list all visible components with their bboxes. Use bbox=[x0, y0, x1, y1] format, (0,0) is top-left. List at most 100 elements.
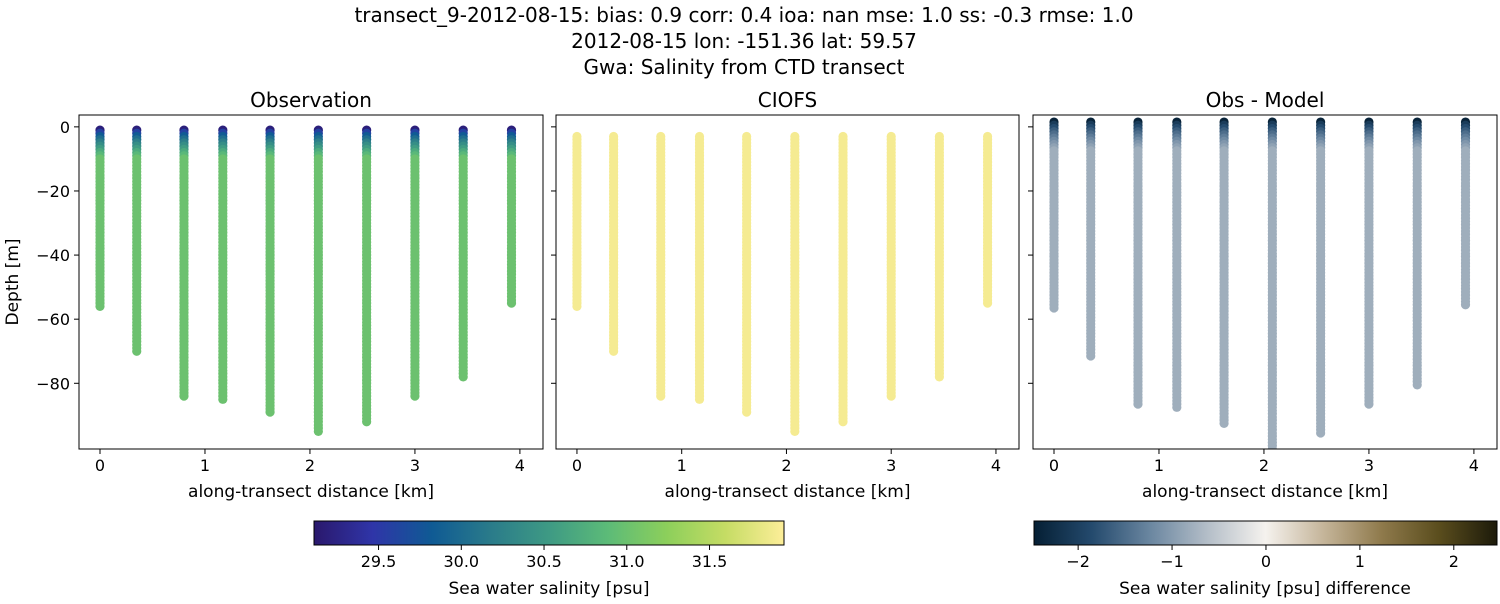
data-point bbox=[313, 426, 323, 436]
x-axis-label: along-transect distance [km] bbox=[1142, 482, 1388, 502]
data-point bbox=[609, 346, 619, 356]
data-point bbox=[132, 346, 142, 356]
colorbar-tick-label: 2 bbox=[1449, 552, 1459, 571]
station-profile bbox=[313, 125, 323, 436]
station-profile bbox=[1267, 117, 1277, 449]
colorbar-tick-label: 1 bbox=[1355, 552, 1365, 571]
station-profile bbox=[886, 131, 896, 401]
station-profile bbox=[1364, 117, 1374, 409]
panel-3: Obs - Model along-transect distance [km] 0… bbox=[1028, 88, 1498, 502]
axes-frame bbox=[555, 114, 1020, 450]
panel-2: CIOFS along-transect distance [km] 0 1 2 3 4 bbox=[551, 88, 1020, 502]
data-points bbox=[1049, 117, 1471, 449]
x-tick-label: 1 bbox=[677, 456, 687, 475]
y-axis-label: Depth [m] bbox=[3, 238, 23, 325]
data-point bbox=[1364, 399, 1374, 409]
y-tick-label: −60 bbox=[36, 310, 70, 329]
data-point bbox=[1316, 428, 1326, 438]
title-line-3: Gwa: Salinity from CTD transect bbox=[584, 55, 905, 79]
x-tick-label: 4 bbox=[1469, 456, 1479, 475]
data-point bbox=[506, 298, 517, 308]
data-point bbox=[95, 301, 105, 311]
data-point bbox=[572, 301, 582, 311]
colorbar-tick-label: 30.0 bbox=[443, 552, 479, 571]
data-point bbox=[838, 417, 848, 427]
panel-1: Observation along-transect distance [km] 0… bbox=[36, 88, 544, 502]
colorbar-tick-label: 31.5 bbox=[692, 552, 728, 571]
data-point bbox=[265, 407, 275, 417]
title-line-2: 2012-08-15 lon: -151.36 lat: 59.57 bbox=[571, 29, 917, 53]
x-axis-label: along-transect distance [km] bbox=[665, 482, 911, 502]
y-tick-label: −40 bbox=[36, 246, 70, 265]
data-point bbox=[982, 298, 993, 308]
colorbar-tick-label: −2 bbox=[1066, 552, 1090, 571]
data-points bbox=[572, 131, 993, 436]
colorbar-tick-label: −1 bbox=[1160, 552, 1184, 571]
x-tick-label: 3 bbox=[886, 456, 896, 475]
data-point bbox=[1133, 399, 1143, 409]
x-tick-label: 2 bbox=[305, 456, 315, 475]
data-point bbox=[1460, 300, 1471, 310]
colorbar-2-label: Sea water salinity [psu] difference bbox=[1119, 579, 1411, 599]
station-profile bbox=[934, 131, 944, 382]
station-profile bbox=[458, 125, 468, 382]
x-tick-label: 0 bbox=[572, 456, 582, 475]
data-points bbox=[95, 125, 517, 436]
station-profile bbox=[506, 125, 517, 308]
station-profile bbox=[656, 131, 666, 401]
station-profile bbox=[1172, 117, 1182, 412]
x-tick-label: 4 bbox=[515, 456, 525, 475]
station-profile bbox=[132, 125, 142, 356]
station-profile bbox=[265, 125, 275, 417]
axes-frame bbox=[1032, 114, 1498, 450]
data-point bbox=[179, 391, 189, 401]
data-point bbox=[742, 407, 752, 417]
x-tick-label: 1 bbox=[1154, 456, 1164, 475]
station-profile bbox=[790, 131, 800, 436]
data-point bbox=[458, 372, 468, 382]
station-profile bbox=[1086, 117, 1096, 361]
data-point bbox=[656, 391, 666, 401]
x-tick-label: 2 bbox=[781, 456, 791, 475]
data-point bbox=[410, 391, 420, 401]
panel-title: Observation bbox=[250, 88, 372, 112]
station-profile bbox=[179, 125, 189, 401]
data-point bbox=[1412, 380, 1422, 390]
x-tick-label: 3 bbox=[1364, 456, 1374, 475]
data-point bbox=[934, 372, 944, 382]
station-profile bbox=[1412, 117, 1422, 390]
data-point bbox=[362, 417, 372, 427]
colorbar-tick-label: 0 bbox=[1261, 552, 1271, 571]
data-point bbox=[1172, 402, 1182, 412]
data-point bbox=[1049, 303, 1059, 313]
colorbar-1-label: Sea water salinity [psu] bbox=[449, 579, 650, 599]
data-point bbox=[1219, 418, 1229, 428]
station-profile bbox=[362, 125, 372, 427]
colorbar-bar bbox=[1033, 520, 1498, 546]
colorbar-tick-label: 30.5 bbox=[526, 552, 562, 571]
station-profile bbox=[410, 125, 420, 401]
station-profile bbox=[982, 131, 993, 308]
panel-title: CIOFS bbox=[758, 88, 817, 112]
station-profile bbox=[1133, 117, 1143, 409]
station-profile bbox=[218, 125, 228, 404]
x-tick-label: 3 bbox=[410, 456, 420, 475]
station-profile bbox=[95, 125, 105, 311]
x-axis-label: along-transect distance [km] bbox=[188, 482, 434, 502]
colorbar-1: 29.5 30.0 30.5 31.0 31.5 bbox=[313, 520, 785, 571]
x-tick-label: 4 bbox=[991, 456, 1001, 475]
data-point bbox=[1267, 444, 1277, 449]
data-point bbox=[790, 426, 800, 436]
colorbar-bar bbox=[313, 520, 785, 546]
data-point bbox=[694, 394, 705, 404]
station-profile bbox=[694, 131, 705, 404]
data-point bbox=[1086, 351, 1096, 361]
axes-frame bbox=[78, 114, 544, 450]
title-line-1: transect_9-2012-08-15: bias: 0.9 corr: 0… bbox=[354, 3, 1133, 27]
colorbar-tick-label: 31.0 bbox=[609, 552, 645, 571]
x-tick-label: 0 bbox=[1049, 456, 1059, 475]
colorbar-2: −2 −1 0 1 2 bbox=[1033, 520, 1498, 571]
station-profile bbox=[1460, 117, 1471, 310]
station-profile bbox=[572, 131, 582, 311]
